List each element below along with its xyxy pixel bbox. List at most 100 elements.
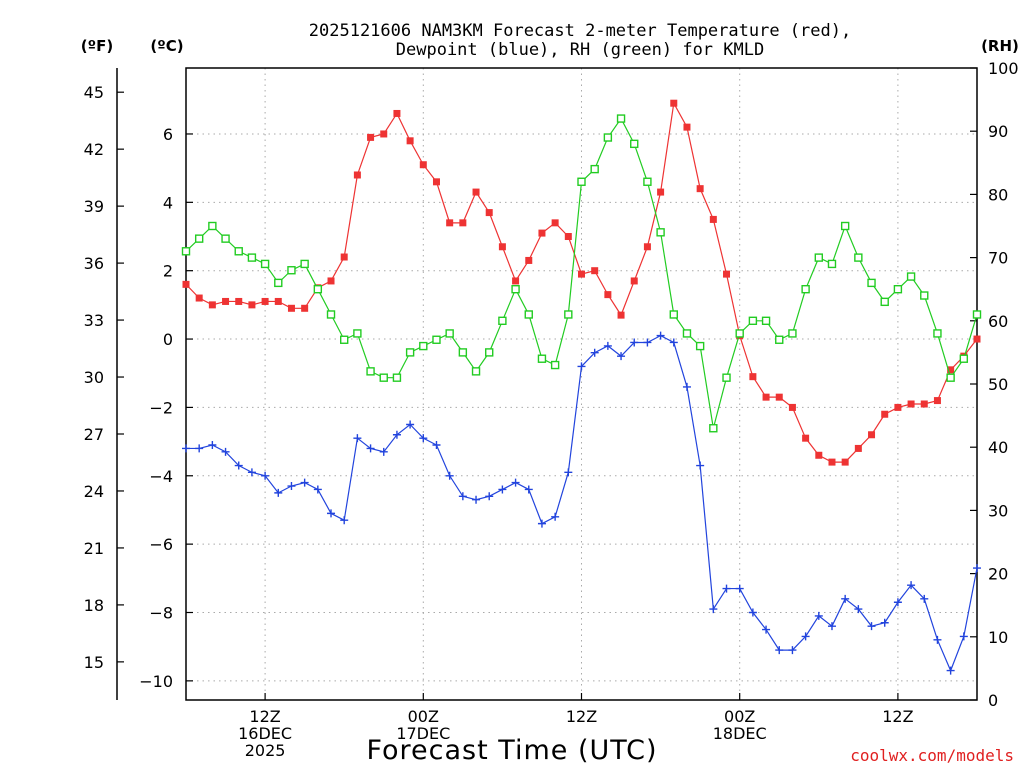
rh-tick-label: 30 (988, 501, 1008, 520)
rh-point (419, 341, 428, 351)
temperature-point (248, 301, 256, 309)
dewpoint-point (195, 444, 204, 453)
dewpoint-point (867, 622, 876, 631)
temperature-point (643, 243, 651, 251)
dewpoint-point (182, 444, 190, 453)
rh-point (920, 291, 929, 300)
celsius-tick-label: −4 (149, 467, 173, 486)
dewpoint-point (327, 509, 336, 518)
temperature-point (459, 219, 467, 227)
rh-axis: 0 10 20 30 40 50 60 70 80 90 100 (970, 59, 1019, 710)
rh-point (946, 373, 955, 382)
dewpoint-point (854, 605, 863, 614)
rh-point (524, 310, 533, 319)
celsius-tick-label: −2 (149, 398, 173, 417)
time-tick-label: 12Z (249, 707, 280, 726)
rh-tick-label: 40 (988, 438, 1008, 457)
fahrenheit-tick-label: 18 (84, 596, 104, 615)
dewpoint-point (234, 461, 243, 470)
dewpoint-point (300, 478, 309, 487)
series-layer (181, 99, 982, 675)
time-tick-label: 00Z (408, 707, 439, 726)
dewpoint-point (880, 618, 889, 627)
dewpoint-point (946, 666, 955, 675)
dewpoint-point (788, 646, 797, 655)
dewpoint-point (406, 420, 415, 429)
temperature-point (973, 335, 981, 343)
celsius-tick-label: 4 (163, 193, 173, 212)
dewpoint-point (656, 331, 665, 340)
rh-point (906, 272, 916, 281)
dewpoint-point (524, 485, 533, 494)
fahrenheit-tick-label: 24 (84, 482, 104, 501)
dewpoint-point (590, 348, 599, 357)
dewpoint-point (353, 434, 362, 443)
dewpoint-point (748, 608, 757, 617)
temperature-point (406, 137, 414, 145)
temperature-point (933, 397, 941, 405)
temperature-point (512, 277, 520, 285)
dewpoint-point (893, 598, 902, 607)
dewpoint-point (379, 447, 388, 456)
rh-point (709, 424, 718, 433)
dewpoint-point (814, 611, 823, 620)
rh-point (340, 335, 349, 344)
celsius-tick-label: 6 (163, 125, 173, 144)
temperature-point (868, 431, 876, 439)
dewpoint-point (392, 430, 401, 439)
dewpoint-point (775, 646, 784, 655)
celsius-tick-label: −6 (149, 535, 173, 554)
fahrenheit-tick-label: 36 (84, 254, 104, 273)
rh-point (972, 310, 982, 319)
time-tick-label: 2025 (245, 741, 286, 760)
rh-tick-label: 10 (988, 628, 1008, 647)
rh-point (221, 234, 230, 243)
temperature-point (432, 178, 440, 186)
rh-point (498, 316, 507, 325)
rh-tick-label: 100 (988, 59, 1019, 78)
fahrenheit-axis: 15 18 21 24 27 30 33 36 39 42 45 (84, 83, 124, 672)
temperature-point (723, 270, 731, 278)
temperature-point (564, 233, 572, 241)
rh-point (208, 221, 217, 231)
temperature-point (657, 188, 665, 196)
temperature-point (327, 277, 335, 285)
dewpoint-point (959, 632, 968, 641)
rh-point (564, 310, 573, 319)
rh-point (616, 114, 626, 123)
celsius-tick-label: 0 (163, 330, 173, 349)
temperature-point (498, 243, 506, 251)
dewpoint-point (617, 352, 626, 361)
temperature-point (683, 123, 691, 131)
temperature-point (353, 171, 361, 179)
fahrenheit-tick-label: 21 (84, 539, 104, 558)
dewpoint-point (682, 382, 691, 391)
rh-point (880, 297, 889, 307)
temperature-point (419, 161, 427, 169)
dewpoint-point (564, 468, 573, 477)
rh-tick-label: 80 (988, 185, 1008, 204)
rh-point (840, 221, 850, 231)
temperature-point (301, 304, 309, 312)
celsius-tick-label: −8 (149, 603, 173, 622)
rh-point (432, 335, 441, 344)
rh-point (326, 310, 336, 319)
temperature-point (670, 99, 678, 107)
rh-point (300, 259, 309, 269)
rh-point (775, 335, 784, 344)
dewpoint-point (458, 492, 467, 501)
temperature-point (762, 393, 770, 401)
dewpoint-point (537, 519, 546, 528)
dewpoint-point (208, 441, 217, 450)
rh-point (893, 285, 903, 294)
dewpoint-point (735, 584, 744, 593)
temperature-point (578, 270, 585, 278)
x-axis-label: Forecast Time (UTC) (366, 735, 657, 766)
rh-point (537, 354, 547, 363)
rh-point (445, 329, 454, 338)
temperature-point (947, 366, 955, 374)
rh-point (194, 234, 204, 243)
temperature-point (788, 403, 796, 411)
dewpoint-point (630, 338, 639, 347)
dewpoint-point (933, 635, 942, 644)
